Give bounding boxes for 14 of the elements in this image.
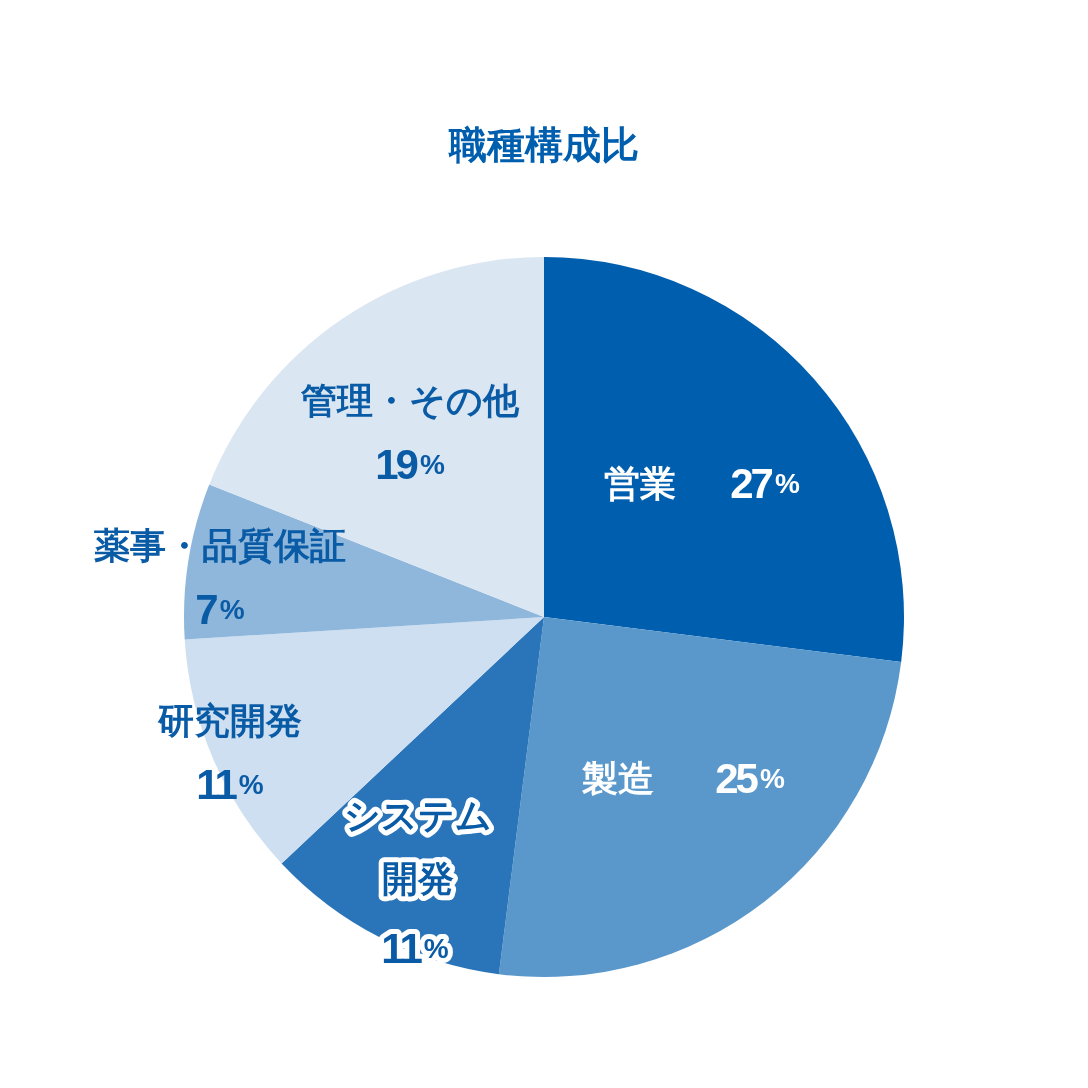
pie-slice xyxy=(544,257,904,663)
slice-label: 研究開発 xyxy=(157,699,302,741)
data-label: 25% xyxy=(715,754,785,802)
pie-slice xyxy=(498,617,902,977)
chart-title: 職種構成比 xyxy=(448,124,639,166)
data-label: 19% xyxy=(375,440,445,488)
data-label: 11% xyxy=(196,760,264,808)
slice-label: 管理・その他 xyxy=(300,379,520,421)
data-label: 27% xyxy=(730,459,800,507)
data-label: 7% xyxy=(195,585,245,633)
slice-label: 営業 xyxy=(604,462,676,504)
slice-label: システム開発 xyxy=(344,794,492,899)
slice-label: 薬事・品質保証 xyxy=(94,524,346,566)
slice-label: 製造 xyxy=(581,757,654,799)
